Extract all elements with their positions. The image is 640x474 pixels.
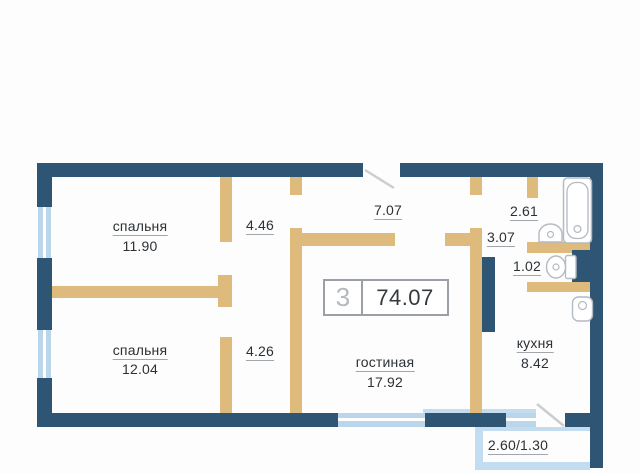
wall-bottom-left xyxy=(37,413,338,427)
wall-right xyxy=(590,163,603,468)
wall-bottom-right xyxy=(565,413,590,427)
corridor1-area-label: 4.46 xyxy=(245,217,275,235)
bedroom1-area-label: 11.90 xyxy=(122,238,158,254)
entrance-door-swing-icon xyxy=(364,168,395,190)
partition-bedrooms-cap xyxy=(218,275,232,307)
wall-left-middle xyxy=(37,258,52,330)
bathtub-icon xyxy=(562,177,593,244)
partition-bathroom-entry-stub xyxy=(527,177,538,198)
corridor3-area-label: 3.07 xyxy=(486,229,516,247)
window-bedroom2 xyxy=(38,330,51,378)
bedroom2-area-label: 12.04 xyxy=(121,361,159,377)
partition-bedrooms-divider xyxy=(52,286,220,298)
window-glass-line xyxy=(43,207,46,258)
balcony-area-label: 2.60/1.30 xyxy=(487,437,549,455)
wc-area-label: 1.02 xyxy=(512,258,542,276)
corridor2-area-label: 4.26 xyxy=(245,343,275,361)
window-bedroom1 xyxy=(38,207,51,258)
wall-top-right xyxy=(400,163,603,177)
bedroom1-name-label: спальня xyxy=(112,218,168,236)
bedroom2-name-label: спальня xyxy=(112,342,168,360)
partition-wc-bottom xyxy=(527,282,590,292)
window-glass-line xyxy=(43,330,46,378)
hallway-area-label: 7.07 xyxy=(373,202,403,220)
vent-shaft-kitchen xyxy=(482,257,495,332)
bath-sink-icon xyxy=(538,223,563,243)
partition-corridor-stub xyxy=(290,177,302,195)
partition-living-top-left xyxy=(290,233,395,246)
partition-bedroom2-right xyxy=(220,337,232,413)
balcony-glazing-top xyxy=(475,427,590,431)
partition-bedroom1-right xyxy=(220,177,232,242)
living-area-label: 17.92 xyxy=(366,374,404,390)
window-kitchen-balcony xyxy=(506,413,536,427)
partition-bathroom-bottom xyxy=(527,242,590,253)
partition-kitchen-stub xyxy=(470,177,482,195)
toilet-icon xyxy=(545,254,577,280)
partition-kitchen-left xyxy=(470,228,482,413)
rooms-count-value: 3 xyxy=(335,282,351,312)
total-area-value: 74.07 xyxy=(376,284,434,310)
balcony-door-swing-icon xyxy=(536,403,565,427)
wall-left-upper xyxy=(37,163,52,207)
kitchen-sink-icon xyxy=(571,296,594,322)
balcony-glazing-bottom xyxy=(475,462,590,470)
living-name-label: гостиная xyxy=(355,354,415,372)
partition-living-top-right xyxy=(445,233,470,246)
balcony-glazing-left xyxy=(475,427,483,470)
window-glass-line xyxy=(338,418,425,421)
apartment-summary-box: 3 74.07 xyxy=(323,279,449,316)
summary-box-divider xyxy=(361,281,363,314)
wall-top-left xyxy=(37,163,363,177)
wall-bottom-middle xyxy=(425,413,506,427)
kitchen-name-label: кухня xyxy=(516,335,554,353)
bathroom-area-label: 2.61 xyxy=(509,203,539,221)
partition-corridor-living xyxy=(290,228,302,413)
window-living xyxy=(338,413,425,427)
kitchen-area-label: 8.42 xyxy=(520,355,550,371)
window-glass-line xyxy=(506,418,536,421)
